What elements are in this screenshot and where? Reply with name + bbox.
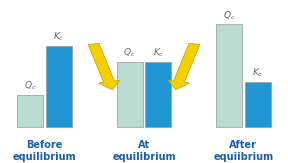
Text: $K_c$: $K_c$ — [252, 67, 264, 79]
Text: Before
equilibrium: Before equilibrium — [13, 140, 76, 162]
FancyArrow shape — [88, 43, 120, 90]
Text: $K_c$: $K_c$ — [153, 47, 164, 59]
Text: $Q_c$: $Q_c$ — [24, 80, 37, 92]
Text: After
equiibrium: After equiibrium — [213, 140, 273, 162]
Bar — [117, 62, 143, 127]
Text: $Q_c$: $Q_c$ — [123, 47, 136, 59]
Text: At
equilibrium: At equilibrium — [112, 140, 176, 162]
FancyArrow shape — [168, 43, 200, 90]
Bar — [145, 62, 171, 127]
Bar — [245, 82, 271, 127]
Text: $Q_c$: $Q_c$ — [223, 9, 235, 22]
Bar — [17, 95, 43, 127]
Bar — [46, 46, 72, 127]
Bar — [216, 24, 242, 127]
Text: $K_c$: $K_c$ — [53, 31, 65, 43]
